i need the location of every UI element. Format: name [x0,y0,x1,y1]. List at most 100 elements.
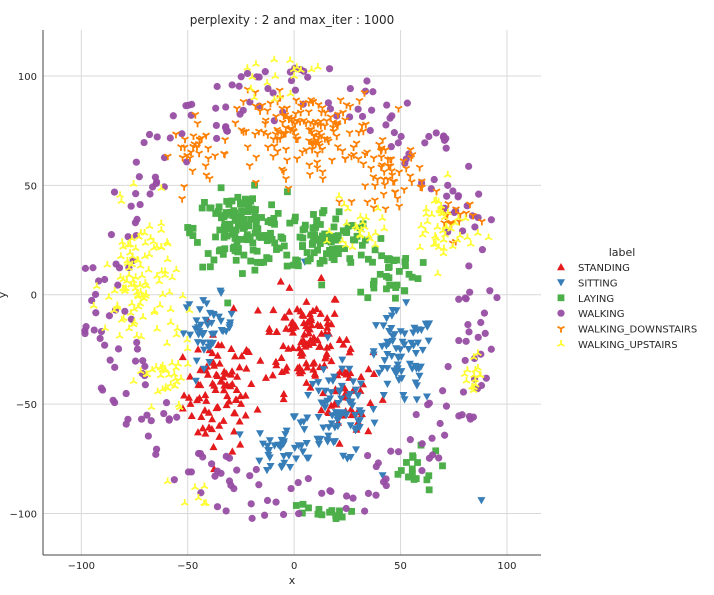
data-point-walking-downstairs [181,136,189,144]
data-point-standing [219,416,228,424]
data-point-walking-upstairs [157,226,166,234]
data-point-walking [318,489,326,497]
data-point-walking-downstairs [186,155,194,162]
data-point-walking [137,415,146,423]
data-point-walking-upstairs [168,359,177,367]
data-point-standing [316,309,325,317]
data-point-walking [96,334,104,343]
data-point-walking-downstairs [298,149,307,157]
data-point-walking [427,185,435,193]
data-point-sitting [331,409,340,417]
data-point-standing [236,391,245,400]
data-point-walking [92,309,100,317]
data-point-walking-upstairs [357,226,366,233]
data-point-walking [228,81,236,89]
data-point-laying [235,245,242,252]
data-point-walking-upstairs [439,236,448,243]
data-point-walking [327,487,335,496]
data-point-walking [235,82,243,90]
data-point-sitting [186,331,195,339]
data-point-laying [318,281,326,289]
data-point-walking [387,447,395,455]
data-point-laying [348,508,356,515]
data-point-walking-upstairs [145,250,154,258]
data-point-walking-upstairs [173,324,182,332]
data-point-sitting [335,387,344,395]
data-point-sitting [302,440,311,448]
data-point-sitting [262,467,271,475]
data-point-walking [139,357,147,365]
data-point-laying [403,459,410,466]
data-point-laying [311,231,319,239]
legend-item-walking-upstairs: WALKING_UPSTAIRS [557,340,678,351]
data-point-standing [235,363,244,371]
data-point-walking [165,416,173,424]
data-point-standing [242,345,251,354]
data-point-standing [241,391,250,399]
data-point-sitting [327,389,336,397]
data-point-walking-downstairs [263,107,272,115]
data-point-walking [465,162,473,170]
data-point-walking-downstairs [370,197,379,205]
data-point-walking-downstairs [276,135,285,143]
data-point-walking-upstairs [307,65,316,73]
data-point-walking-upstairs [155,277,164,285]
data-point-walking-upstairs [125,264,134,272]
data-point-laying [229,226,237,234]
data-point-laying [254,225,262,233]
data-point-laying [317,221,324,228]
data-point-laying [383,285,390,293]
data-point-walking [464,321,472,329]
data-point-walking-downstairs [333,143,342,151]
data-point-sitting [392,345,401,353]
data-point-laying [296,233,304,241]
data-point-standing [280,313,289,321]
data-point-walking [424,401,432,409]
data-point-standing [330,295,339,303]
data-point-walking-upstairs [125,271,134,278]
data-point-sitting [235,431,244,439]
data-point-sitting [330,373,339,381]
data-point-sitting [477,497,486,505]
data-point-laying [265,255,273,263]
data-point-sitting [339,452,348,460]
data-point-walking-downstairs [352,140,361,148]
data-point-walking [124,233,132,241]
data-point-walking-upstairs [163,238,171,245]
data-point-walking [131,357,140,365]
data-point-walking [90,326,98,334]
data-point-standing [310,369,319,377]
data-point-walking-upstairs [422,210,431,218]
data-point-standing [356,386,365,394]
data-point-laying [224,299,232,307]
data-point-laying [361,236,369,244]
data-point-laying [318,511,326,519]
data-point-walking-upstairs [147,403,156,411]
data-point-standing [211,385,220,393]
data-point-laying [377,235,385,242]
data-point-standing [197,412,206,420]
data-point-sitting [227,310,236,319]
y-tick-label: 50 [24,181,37,192]
data-point-standing [364,365,373,373]
data-point-walking [324,99,332,107]
data-point-standing [342,335,351,343]
data-point-sitting [330,424,339,432]
data-point-walking-downstairs [415,164,424,172]
data-point-walking [287,484,295,493]
data-point-walking-downstairs [259,129,268,137]
data-point-sitting [279,453,288,461]
data-point-walking-upstairs [348,243,357,251]
data-point-standing [253,405,262,413]
y-axis-label: y [0,291,9,298]
data-point-sitting [194,331,203,339]
data-point-walking [363,77,371,85]
data-point-walking-downstairs [313,150,322,158]
data-point-sitting [303,414,312,422]
data-point-laying [343,229,351,236]
data-point-walking [418,440,426,448]
data-point-walking [403,99,411,107]
data-point-standing [208,379,217,387]
data-point-standing [298,349,307,357]
data-point-sitting [351,411,360,420]
